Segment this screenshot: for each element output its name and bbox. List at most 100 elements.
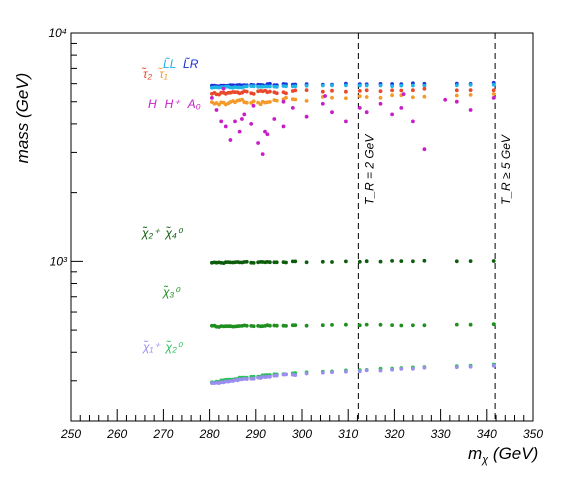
data-point bbox=[357, 83, 362, 88]
data-point bbox=[320, 370, 325, 375]
data-point bbox=[244, 377, 249, 381]
data-point bbox=[244, 100, 249, 105]
data-point bbox=[320, 259, 325, 264]
data-point bbox=[251, 324, 256, 329]
data-point bbox=[293, 373, 298, 377]
data-point bbox=[468, 108, 473, 112]
data-point bbox=[268, 323, 272, 328]
data-point bbox=[268, 260, 272, 265]
data-point bbox=[330, 88, 334, 93]
data-point bbox=[244, 89, 249, 94]
data-point bbox=[304, 88, 309, 92]
y-axis-ticks: 10³ 10⁴ bbox=[48, 26, 83, 422]
data-point bbox=[244, 323, 249, 328]
data-point bbox=[320, 101, 325, 106]
legend-label: τ̃₂ τ̃₁ bbox=[141, 66, 167, 81]
data-point bbox=[330, 370, 334, 375]
data-point bbox=[390, 88, 394, 93]
data-point bbox=[228, 138, 233, 142]
data-point bbox=[233, 119, 237, 124]
x-tick-label: 280 bbox=[199, 427, 220, 441]
data-point bbox=[258, 102, 263, 107]
data-point bbox=[344, 83, 348, 88]
data-point bbox=[240, 117, 244, 121]
data-point bbox=[468, 322, 473, 327]
data-point bbox=[399, 259, 404, 263]
data-point bbox=[454, 88, 459, 93]
data-point bbox=[304, 260, 309, 265]
x-tick-label: 330 bbox=[431, 427, 451, 441]
data-point bbox=[443, 97, 448, 102]
data-point bbox=[274, 373, 279, 378]
y-tick-label: 10⁴ bbox=[48, 26, 67, 40]
data-point bbox=[364, 259, 369, 264]
data-point bbox=[411, 83, 415, 88]
data-point bbox=[330, 110, 334, 115]
data-point bbox=[268, 374, 272, 379]
data-point bbox=[330, 260, 334, 264]
x-tick-label: 300 bbox=[292, 427, 312, 441]
data-point bbox=[422, 323, 427, 328]
data-point bbox=[251, 84, 256, 89]
data-point bbox=[330, 323, 334, 327]
legend-label: L̃R bbox=[183, 56, 199, 71]
data-point bbox=[364, 83, 369, 88]
data-point bbox=[468, 88, 473, 92]
data-point bbox=[364, 322, 369, 327]
data-point bbox=[304, 371, 309, 376]
data-point bbox=[378, 368, 383, 373]
data-point bbox=[411, 119, 415, 124]
x-tick-label: 260 bbox=[106, 427, 127, 441]
data-point bbox=[240, 97, 245, 102]
annotations: T_R = 2 GeV T_R ≥ 5 GeV bbox=[362, 134, 513, 205]
data-point bbox=[210, 96, 214, 100]
reheating-annotation: T_R = 2 GeV bbox=[362, 134, 376, 205]
data-point bbox=[411, 95, 415, 100]
x-axis-ticks: 250 260 270 280 290 300 310 320 330 340 350 bbox=[60, 409, 543, 441]
data-point bbox=[378, 83, 383, 88]
data-point bbox=[274, 260, 279, 265]
data-point bbox=[274, 91, 279, 96]
data-point bbox=[344, 89, 348, 94]
data-point bbox=[454, 322, 459, 327]
data-point bbox=[304, 83, 309, 88]
data-point bbox=[323, 94, 327, 98]
data-point bbox=[330, 95, 334, 100]
data-point bbox=[268, 89, 272, 94]
x-axis-title: mχ (GeV) bbox=[468, 444, 538, 466]
data-point bbox=[320, 83, 325, 88]
data-point bbox=[491, 92, 496, 96]
data-point bbox=[468, 93, 473, 97]
data-point bbox=[468, 259, 473, 263]
data-point bbox=[344, 119, 348, 124]
data-point bbox=[364, 110, 369, 115]
data-point bbox=[281, 99, 286, 104]
data-point bbox=[411, 366, 415, 371]
data-point bbox=[256, 141, 260, 145]
data-point bbox=[378, 101, 383, 106]
data-point bbox=[454, 93, 459, 98]
data-point bbox=[378, 259, 383, 264]
data-point bbox=[399, 323, 404, 328]
data-point bbox=[422, 83, 427, 88]
data-point bbox=[357, 323, 362, 328]
data-point bbox=[272, 117, 277, 121]
x-tick-label: 340 bbox=[477, 427, 497, 441]
x-tick-label: 350 bbox=[523, 427, 543, 441]
data-point bbox=[399, 106, 404, 110]
data-point bbox=[491, 96, 496, 100]
data-point bbox=[304, 114, 309, 119]
data-point bbox=[411, 88, 415, 93]
data-point bbox=[357, 106, 362, 110]
data-point bbox=[268, 81, 272, 86]
data-point bbox=[357, 369, 362, 374]
data-point bbox=[284, 84, 288, 89]
data-point bbox=[290, 106, 295, 110]
reheating-annotation: T_R ≥ 5 GeV bbox=[499, 134, 513, 205]
data-point bbox=[390, 259, 394, 263]
data-point bbox=[422, 147, 427, 152]
data-point bbox=[237, 129, 242, 134]
data-point bbox=[390, 93, 394, 98]
data-point bbox=[293, 97, 298, 102]
